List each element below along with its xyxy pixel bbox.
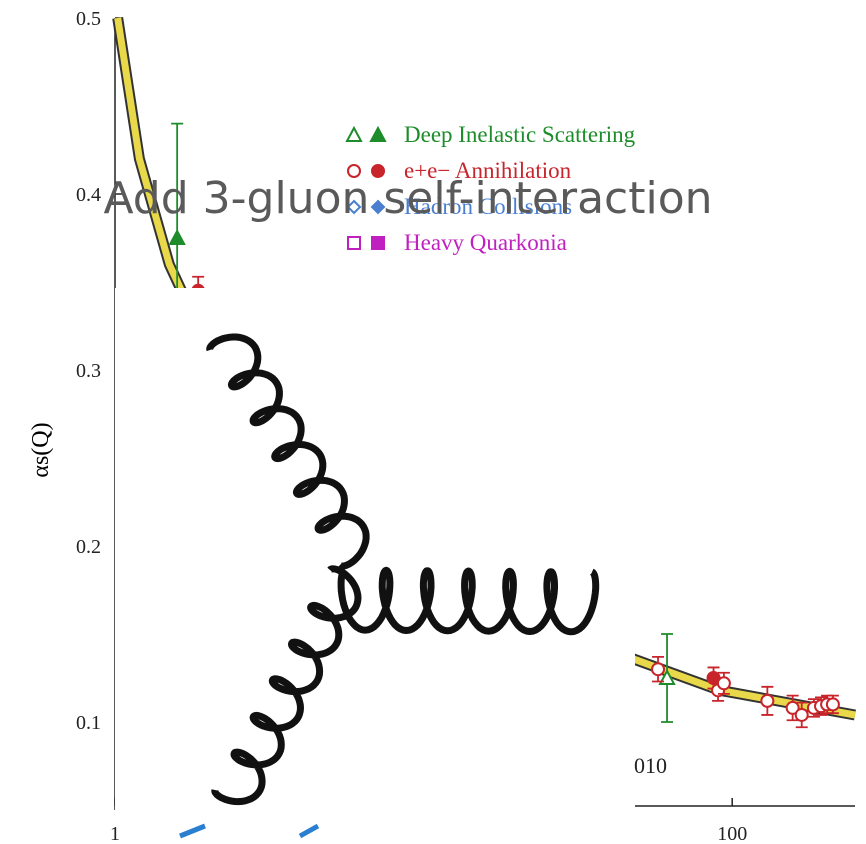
gluon-line xyxy=(206,333,370,570)
y-tick-label: 0.3 xyxy=(76,360,101,382)
arrow-fragment xyxy=(179,823,320,839)
legend-marker-filled xyxy=(369,125,387,142)
y-axis-label: αs(Q) xyxy=(28,422,54,477)
annotation: 010 xyxy=(634,753,667,778)
y-tick-label: 0.2 xyxy=(76,536,101,558)
data-point xyxy=(760,693,775,708)
y-tick-label: 0.5 xyxy=(76,8,101,30)
legend-marker-open xyxy=(346,199,362,215)
legend-marker-open xyxy=(347,236,361,250)
legend-marker-filled xyxy=(370,199,386,215)
x-tick-label: 1 xyxy=(110,823,120,844)
data-point xyxy=(168,228,186,245)
data-point xyxy=(651,662,666,677)
legend-label: Deep Inelastic Scattering xyxy=(404,122,636,147)
legend-marker-filled xyxy=(371,236,385,250)
legend-label: Heavy Quarkonia xyxy=(404,230,567,255)
x-tick-label: 100 xyxy=(717,823,747,844)
gluon-diagram xyxy=(115,288,635,810)
y-tick-label: 0.4 xyxy=(76,184,101,206)
y-tick-label: 0.1 xyxy=(76,712,101,734)
data-point xyxy=(825,697,840,712)
data-point xyxy=(785,700,800,715)
legend-marker-filled xyxy=(371,164,385,178)
legend-marker-open xyxy=(345,125,363,142)
slide-title: Add 3-gluon self-interaction xyxy=(103,173,712,224)
data-point xyxy=(794,707,809,722)
legend-label: e+e− Annihilation xyxy=(404,158,572,183)
legend-marker-open xyxy=(347,164,361,178)
legend: Deep Inelastic Scattering e+e− Annihilati… xyxy=(345,122,636,255)
legend-label: Hadron Collisions xyxy=(404,194,572,219)
data-point xyxy=(716,676,731,691)
gluon-line xyxy=(211,565,362,806)
diagram-background xyxy=(115,288,635,810)
gluon-line xyxy=(337,566,600,636)
